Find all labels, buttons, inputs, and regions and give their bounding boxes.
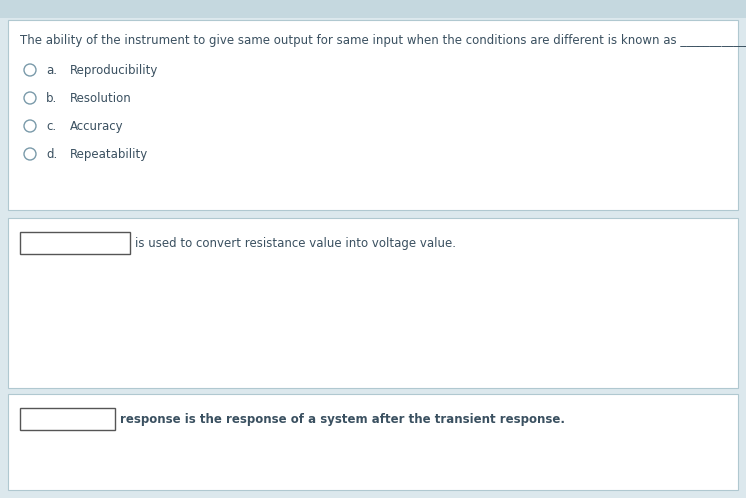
Text: Repeatability: Repeatability [70, 147, 148, 160]
Text: is used to convert resistance value into voltage value.: is used to convert resistance value into… [135, 237, 456, 249]
FancyBboxPatch shape [20, 232, 130, 254]
FancyBboxPatch shape [8, 218, 738, 388]
FancyBboxPatch shape [20, 408, 115, 430]
Text: b.: b. [46, 92, 57, 105]
Text: response is the response of a system after the transient response.: response is the response of a system aft… [120, 412, 565, 425]
FancyBboxPatch shape [8, 394, 738, 490]
Text: Resolution: Resolution [70, 92, 132, 105]
Text: Accuracy: Accuracy [70, 120, 124, 132]
Text: d.: d. [46, 147, 57, 160]
FancyBboxPatch shape [8, 20, 738, 210]
Text: a.: a. [46, 64, 57, 77]
Text: Reproducibility: Reproducibility [70, 64, 158, 77]
Text: c.: c. [46, 120, 56, 132]
FancyBboxPatch shape [0, 0, 746, 18]
Text: The ability of the instrument to give same output for same input when the condit: The ability of the instrument to give sa… [20, 34, 746, 47]
